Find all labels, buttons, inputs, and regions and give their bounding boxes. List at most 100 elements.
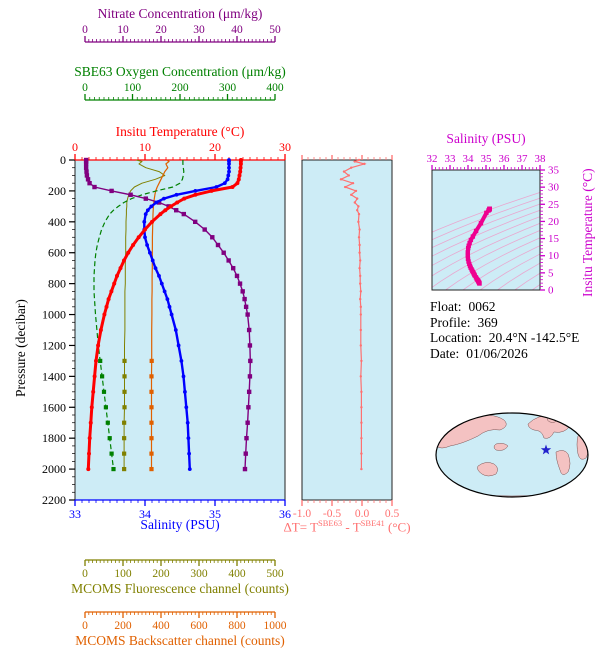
svg-text:0: 0	[82, 620, 88, 632]
svg-text:20: 20	[155, 24, 167, 36]
date-label: Date:	[430, 345, 460, 361]
svg-text:600: 600	[190, 620, 208, 632]
profile-row: Profile: 369	[430, 315, 579, 331]
float-value: 0062	[468, 299, 496, 314]
svg-text:32: 32	[427, 153, 438, 165]
profile-value: 369	[477, 314, 498, 330]
svg-text:0: 0	[60, 153, 66, 167]
svg-text:200: 200	[171, 82, 189, 94]
svg-text:33: 33	[445, 153, 457, 165]
delta-t-axis-title: ΔT= TSBE63 - TSBE41 (°C)	[283, 518, 410, 535]
svg-text:400: 400	[48, 215, 66, 229]
svg-text:15: 15	[548, 233, 560, 245]
svg-text:200: 200	[152, 568, 170, 580]
float-location-star	[540, 444, 552, 455]
ts-isopycnal-contours	[432, 192, 540, 290]
ts-salinity-axis-title: Salinity (PSU)	[446, 131, 526, 146]
svg-text:20: 20	[548, 216, 560, 228]
svg-text:800: 800	[48, 277, 66, 291]
svg-text:300: 300	[190, 568, 208, 580]
svg-text:35: 35	[548, 165, 560, 177]
svg-text:30: 30	[548, 182, 560, 194]
ts-temperature-axis-title: Insitu Temperature (°C)	[580, 168, 595, 297]
svg-text:33: 33	[69, 507, 81, 521]
bottom-floating-axes: 0 100 200 300 400 500 0 200 400 600 800 1000	[82, 559, 287, 632]
svg-text:0: 0	[72, 140, 78, 154]
svg-text:10: 10	[548, 250, 560, 262]
delta-t-title-mid: - T	[342, 519, 361, 535]
svg-text:0.5: 0.5	[385, 508, 400, 520]
profile-label: Profile:	[430, 314, 471, 330]
svg-text:36: 36	[279, 507, 291, 521]
svg-text:100: 100	[114, 568, 132, 580]
svg-text:30: 30	[193, 24, 205, 36]
svg-text:-1.0: -1.0	[293, 508, 311, 520]
top-floating-axes: 0 10 20 30 40 50 0 100 200 300 400	[82, 24, 284, 101]
delta-t-title-pre: ΔT= T	[283, 519, 319, 535]
svg-text:1400: 1400	[42, 369, 66, 383]
svg-text:5: 5	[548, 267, 554, 279]
svg-text:0.0: 0.0	[355, 508, 370, 520]
svg-text:2200: 2200	[42, 493, 66, 507]
svg-text:2000: 2000	[42, 462, 66, 476]
svg-text:-0.5: -0.5	[323, 508, 341, 520]
ts-diagram: 32 33 34 35 36 37 38 0 5 10 15 20 25 30 35	[427, 153, 560, 297]
svg-text:100: 100	[124, 82, 142, 94]
date-value: 01/06/2026	[466, 345, 528, 361]
svg-text:200: 200	[48, 184, 66, 198]
delta-t-title-post: (°C)	[384, 519, 411, 535]
svg-text:800: 800	[228, 620, 246, 632]
delta-t-title-sup1: SBE63	[318, 518, 343, 528]
svg-text:0: 0	[82, 82, 88, 94]
svg-text:34: 34	[139, 507, 151, 521]
svg-text:1200: 1200	[42, 338, 66, 352]
svg-text:200: 200	[114, 620, 132, 632]
oxygen-axis-title: SBE63 Oxygen Concentration (μm/kg)	[74, 64, 286, 79]
svg-text:38: 38	[535, 153, 547, 165]
world-map	[435, 412, 589, 498]
svg-text:10: 10	[139, 140, 151, 154]
nitrate-axis-title: Nitrate Concentration (μm/kg)	[97, 6, 263, 21]
delta-t-plot: -1.0 -0.5 0.0 0.5	[293, 155, 400, 520]
svg-text:36: 36	[499, 153, 511, 165]
svg-text:0: 0	[82, 24, 88, 36]
svg-text:20: 20	[209, 140, 221, 154]
date-row: Date: 01/06/2026	[430, 346, 579, 362]
svg-text:400: 400	[228, 568, 246, 580]
svg-text:35: 35	[209, 507, 221, 521]
location-value: 20.4°N -142.5°E	[488, 330, 580, 345]
svg-text:25: 25	[548, 199, 560, 211]
svg-text:1000: 1000	[42, 308, 66, 322]
svg-text:0: 0	[82, 568, 88, 580]
main-profile-plot: 0200400600800100012001400160018002000220…	[42, 140, 291, 521]
svg-text:400: 400	[266, 82, 284, 94]
fluorescence-profile-line	[123, 159, 166, 470]
pressure-axis-title: Pressure (decibar)	[13, 299, 28, 397]
svg-text:600: 600	[48, 246, 66, 260]
svg-text:300: 300	[219, 82, 237, 94]
svg-text:400: 400	[152, 620, 170, 632]
svg-text:50: 50	[269, 24, 281, 36]
backscatter-axis-title: MCOMS Backscatter channel (counts)	[75, 633, 285, 648]
svg-text:1800: 1800	[42, 431, 66, 445]
float-info: Float: 0062 Profile: 369 Location: 20.4°N -…	[430, 299, 579, 361]
svg-text:40: 40	[231, 24, 243, 36]
float-label: Float:	[430, 299, 462, 314]
svg-text:30: 30	[279, 140, 291, 154]
svg-text:500: 500	[266, 568, 284, 580]
svg-text:10: 10	[117, 24, 129, 36]
fluorescence-axis-title: MCOMS Fluorescence channel (counts)	[71, 581, 289, 596]
svg-text:0: 0	[548, 285, 554, 297]
backscatter-profile-line	[150, 159, 170, 470]
location-row: Location: 20.4°N -142.5°E	[430, 330, 579, 346]
float-id-row: Float: 0062	[430, 299, 579, 315]
location-label: Location:	[430, 330, 482, 345]
svg-text:34: 34	[463, 153, 475, 165]
salinity-axis-title: Salinity (PSU)	[140, 517, 220, 532]
svg-text:1600: 1600	[42, 400, 66, 414]
svg-text:35: 35	[481, 153, 493, 165]
map-land	[436, 414, 588, 497]
svg-text:1000: 1000	[264, 620, 287, 632]
